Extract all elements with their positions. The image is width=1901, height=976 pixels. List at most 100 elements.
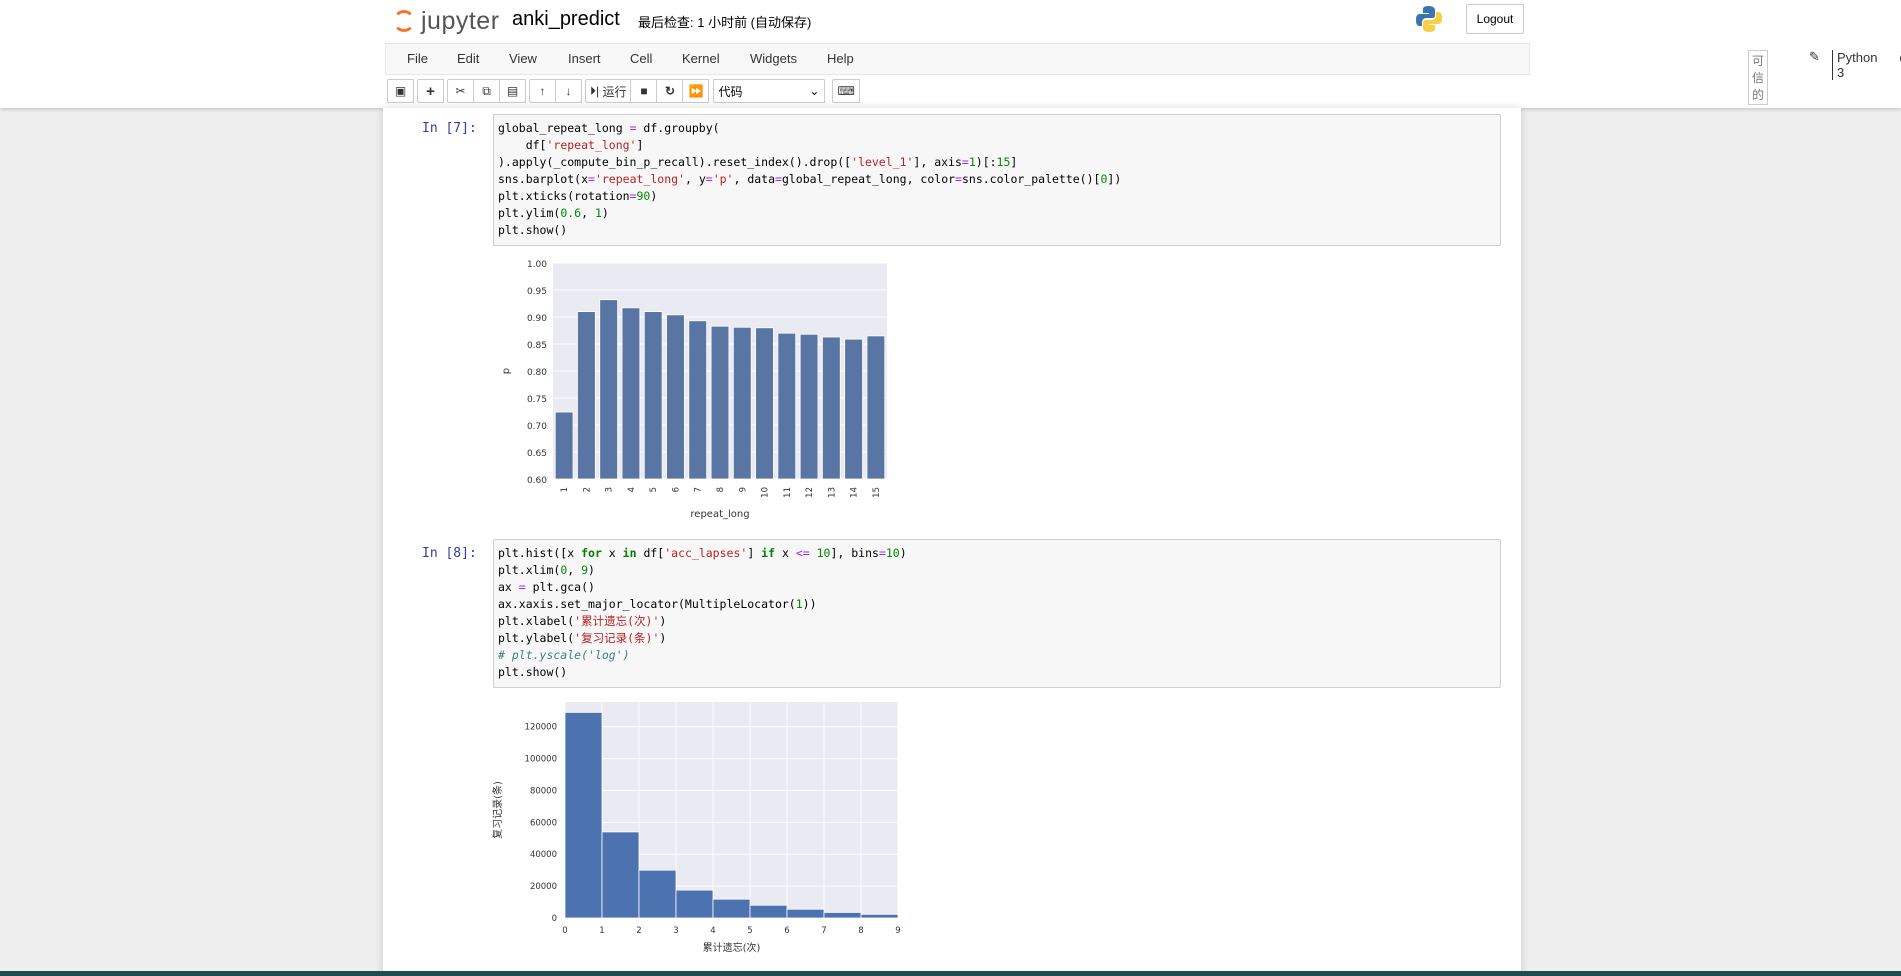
histogram-bar: [749, 904, 788, 919]
arrow-up-icon: ↑: [539, 84, 546, 98]
insert-cell-button[interactable]: +: [417, 79, 444, 103]
jupyter-logo[interactable]: jupyter: [393, 6, 500, 36]
python-logo-icon: [1416, 6, 1442, 32]
code-token: '复习记录(条)': [574, 631, 660, 645]
menu-widgets[interactable]: Widgets: [750, 51, 797, 66]
code-line: plt.xlabel('累计遗忘(次)'): [498, 613, 1496, 630]
x-tick-label: 4: [710, 926, 715, 936]
logout-button[interactable]: Logout: [1466, 4, 1524, 34]
x-tick-label: 3: [605, 487, 615, 492]
code-token: , y: [684, 172, 706, 186]
fast-forward-icon: ⏩: [688, 84, 704, 98]
code-token: plt.xticks(rotation: [498, 189, 630, 203]
copy-button[interactable]: ⧉: [473, 79, 500, 103]
code-cell-input[interactable]: global_repeat_long = df.groupby( df['rep…: [493, 114, 1501, 246]
menu-file[interactable]: File: [407, 51, 428, 66]
code-token: x: [601, 546, 623, 560]
step-forward-icon: ⏵|: [590, 83, 600, 98]
x-tick-label: 10: [761, 487, 771, 498]
paste-icon: ▤: [506, 84, 519, 98]
y-tick-label: 20000: [530, 882, 557, 892]
x-tick-label: 2: [636, 926, 641, 936]
cut-button[interactable]: ✂: [447, 79, 474, 103]
copy-icon: ⧉: [482, 83, 491, 98]
code-token: in: [622, 546, 637, 560]
code-cell-input[interactable]: plt.hist([x for x in df['acc_lapses'] if…: [493, 539, 1501, 688]
run-button[interactable]: ⏵| 运行: [585, 79, 632, 103]
restart-run-all-button[interactable]: ⏩: [682, 79, 710, 103]
x-axis-label: 累计遗忘(次): [703, 941, 761, 954]
menu-cell[interactable]: Cell: [630, 51, 653, 66]
x-tick-label: 6: [784, 926, 789, 936]
code-token: 0: [560, 563, 568, 577]
arrow-down-icon: ↓: [565, 84, 572, 98]
code-token: df[: [498, 138, 547, 152]
bar: [822, 336, 841, 480]
code-token: ,: [581, 206, 595, 220]
bar: [621, 307, 641, 480]
restart-button[interactable]: ↻: [656, 79, 684, 103]
code-token: [810, 546, 817, 560]
code-token: ): [650, 189, 658, 203]
move-down-button[interactable]: ↓: [555, 79, 582, 103]
command-palette-button[interactable]: ⌨: [832, 79, 860, 103]
jupyter-logo-icon: [393, 10, 415, 32]
menu-bar: File Edit View Insert Cell Kernel Widget…: [385, 43, 1901, 105]
code-token: ], axis: [913, 155, 962, 169]
cell-type-select[interactable]: 代码 ⌄: [713, 79, 826, 103]
code-token: )): [802, 597, 817, 611]
save-button[interactable]: ▣: [387, 79, 414, 103]
menu-help[interactable]: Help: [827, 51, 854, 66]
code-token: <=: [795, 546, 810, 560]
bar: [755, 327, 774, 480]
code-token: ]: [747, 546, 762, 560]
code-token: ax: [498, 580, 519, 594]
logo-text: jupyter: [421, 6, 500, 35]
run-label: 运行: [602, 84, 627, 99]
code-token: =: [775, 172, 782, 186]
paste-button[interactable]: ▤: [499, 79, 526, 103]
trusted-badge[interactable]: 可信的: [1748, 50, 1769, 105]
y-tick-label: 40000: [530, 850, 557, 860]
interrupt-button[interactable]: ■: [630, 79, 658, 103]
code-token: 10: [816, 546, 831, 560]
code-token: =: [878, 546, 886, 560]
x-tick-label: 7: [821, 926, 826, 936]
code-token: plt.show(): [498, 665, 568, 679]
x-tick-label: 2: [582, 487, 592, 492]
code-token: df.groupby(: [636, 121, 720, 135]
cell-prompt: In [8]:: [422, 546, 477, 561]
bar: [710, 325, 730, 480]
code-token: 10: [885, 546, 900, 560]
code-token: =: [518, 580, 526, 594]
toolbar: ▣ + ✂ ⧉ ▤ ↑ ↓ ⏵| 运行 ■ ↻ ⏩ 代码 ⌄ ⌨: [387, 79, 860, 105]
kernel-name[interactable]: Python 3: [1832, 50, 1877, 80]
code-token: 'repeat_long': [594, 172, 685, 186]
y-tick-label: 0.70: [527, 422, 547, 432]
menu-kernel[interactable]: Kernel: [682, 51, 720, 66]
notebook-name[interactable]: anki_predict: [512, 8, 620, 30]
code-token: plt.ylabel(: [498, 631, 575, 645]
histogram-output: 0 20000 40000 60000 80000 100000 120000 0 1 2 3 4 5 6…: [491, 702, 901, 954]
bar: [732, 326, 752, 480]
header: jupyter anki_predict 最后检查: 1 小时前 (自动保存) …: [0, 0, 1901, 108]
menu-edit[interactable]: Edit: [457, 51, 480, 66]
code-token: ).apply(_compute_bin_p_recall).reset_ind…: [498, 155, 852, 169]
code-token: ]): [1107, 172, 1122, 186]
x-tick-label: 4: [627, 487, 637, 492]
pencil-icon[interactable]: ✎: [1809, 49, 1820, 64]
move-up-button[interactable]: ↑: [529, 79, 556, 103]
code-token: sns.color_palette()[: [961, 172, 1101, 186]
code-token: x: [775, 546, 796, 560]
menu-insert[interactable]: Insert: [568, 51, 601, 66]
code-token: 'level_1': [851, 155, 914, 169]
bar: [777, 332, 797, 480]
code-token: plt.xlim(: [498, 563, 561, 577]
code-line: plt.ylabel('复习记录(条)'): [498, 630, 1496, 647]
x-tick-label: 1: [599, 926, 604, 936]
histogram-bar: [601, 831, 640, 919]
menu-view[interactable]: View: [509, 51, 537, 66]
code-token: ax.xaxis.set_major_locator(MultipleLocat…: [498, 597, 796, 611]
code-token: ): [659, 631, 667, 645]
y-tick-label: 60000: [530, 818, 557, 828]
